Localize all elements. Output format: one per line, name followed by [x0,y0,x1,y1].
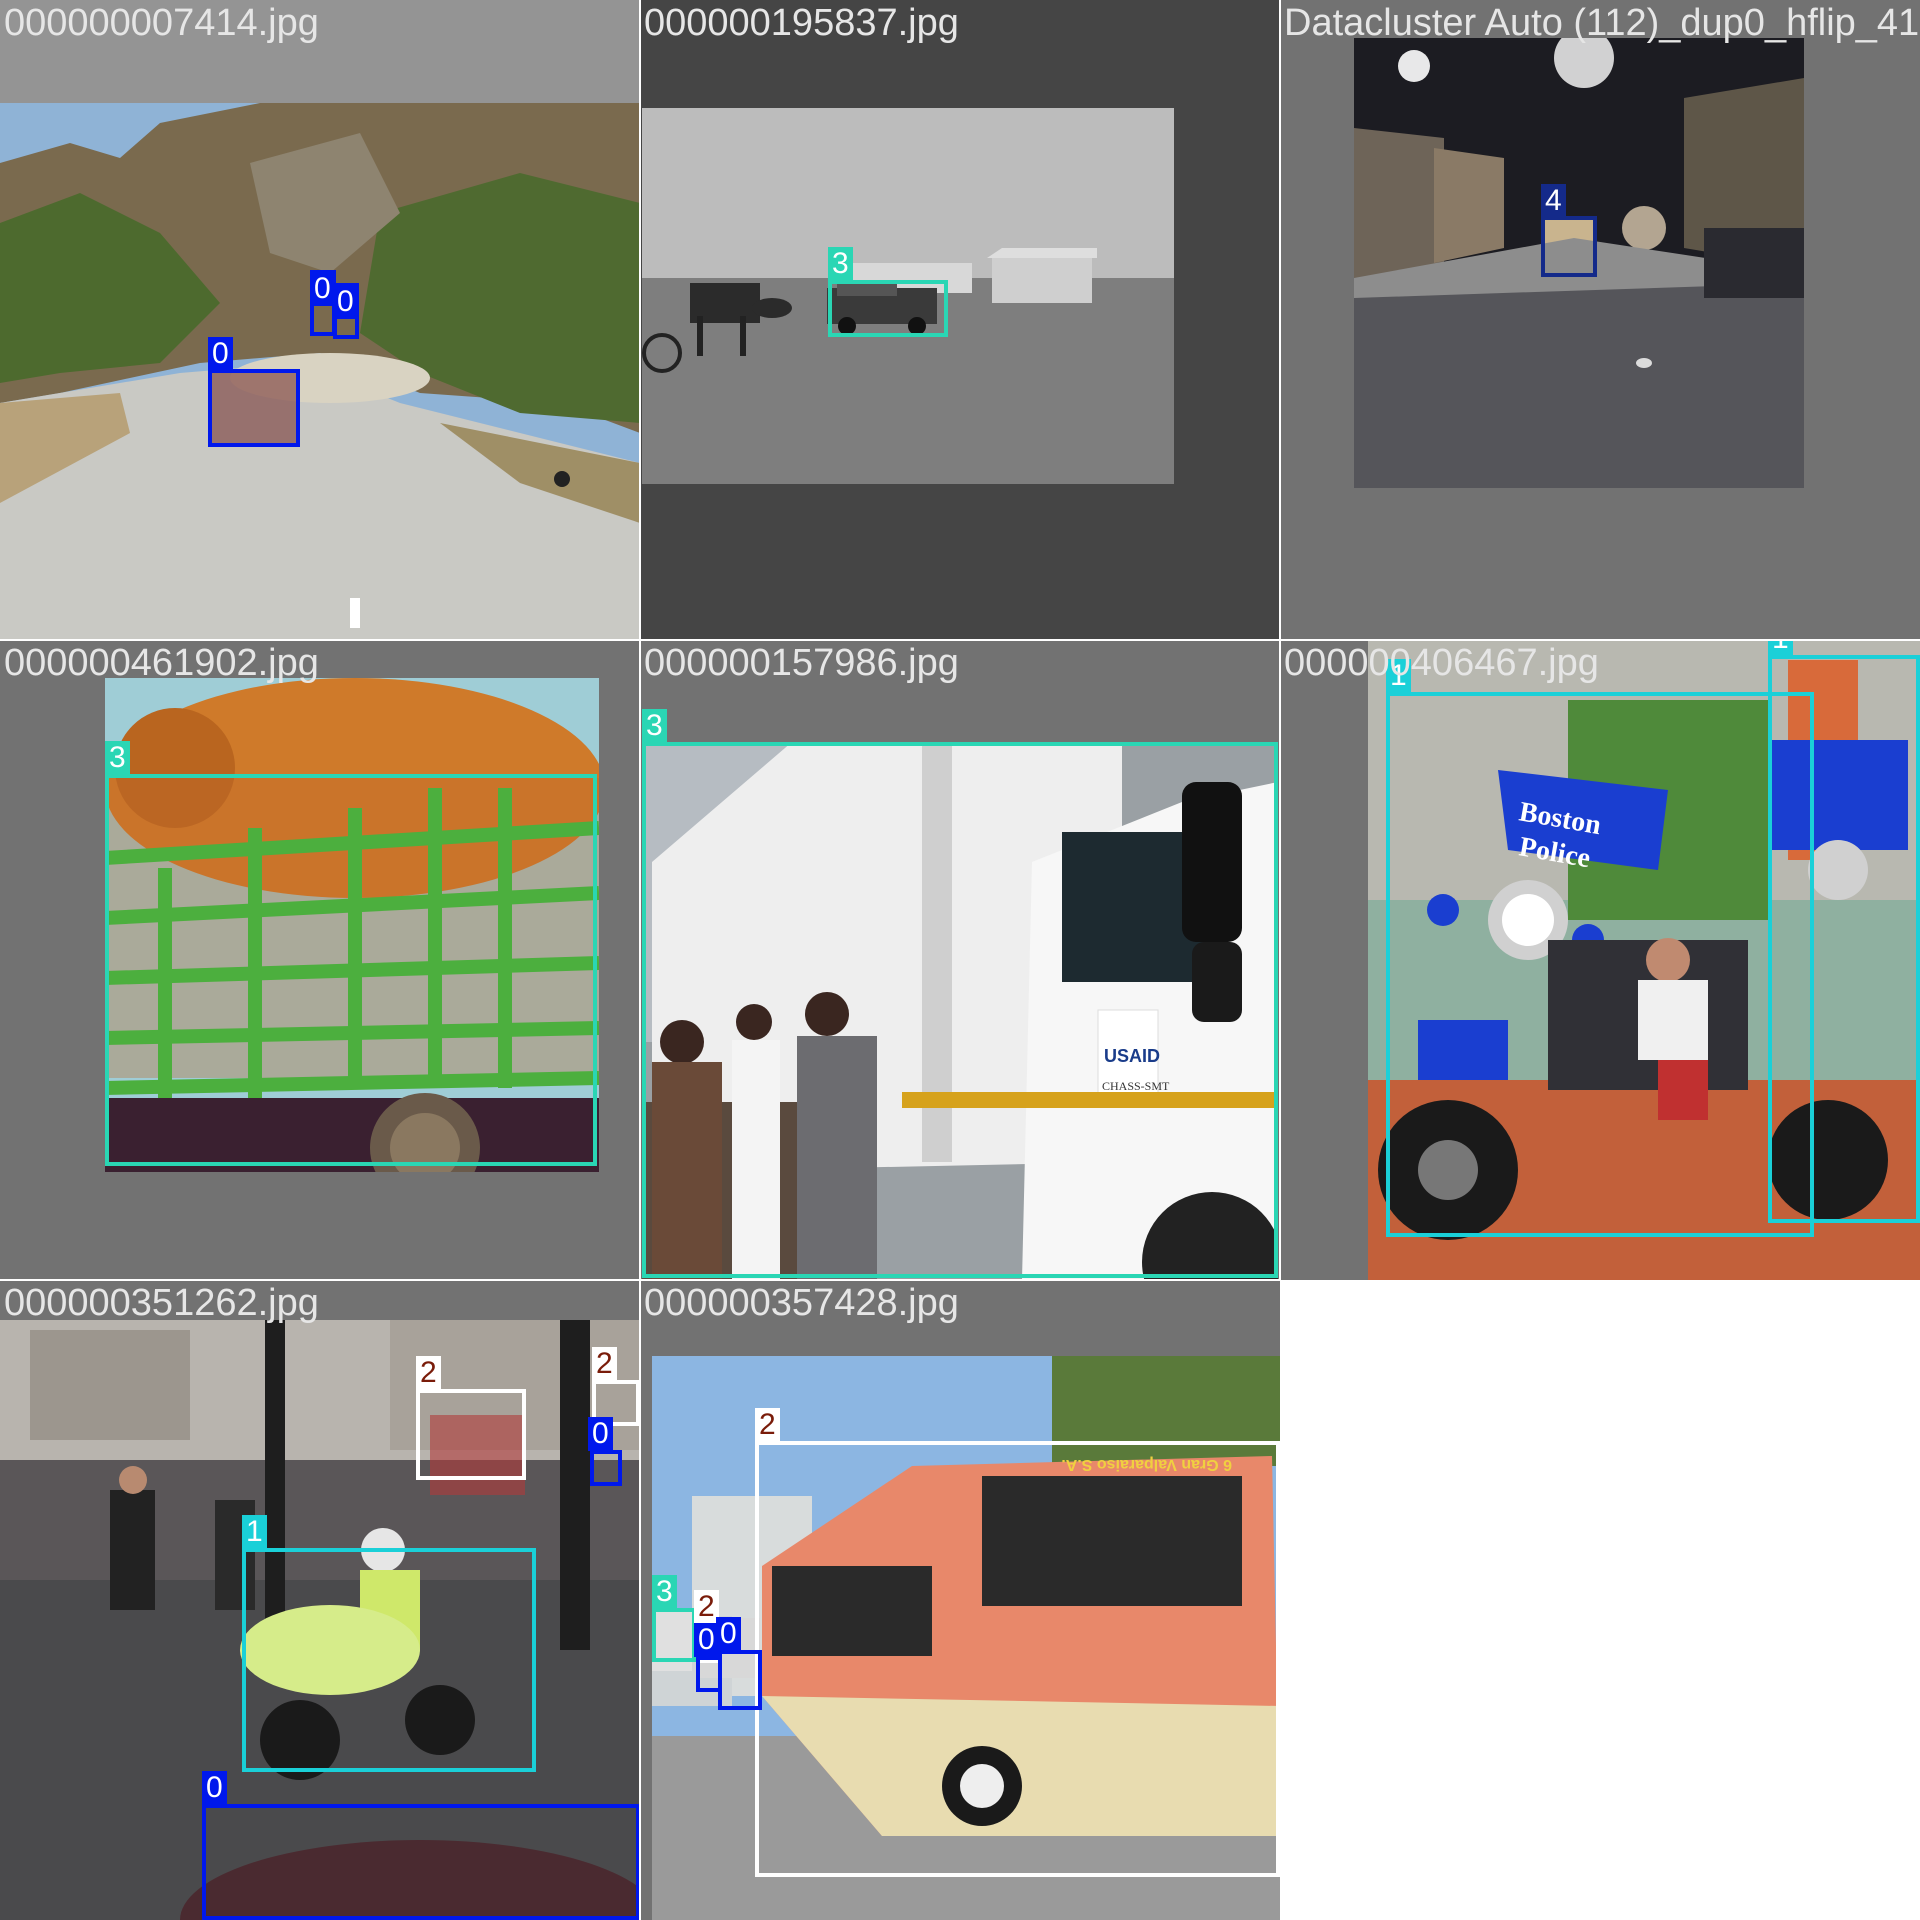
grid-divider [639,0,641,1920]
bbox-label-class-0: 0 [208,337,233,371]
grid-divider [0,639,1920,641]
image-elephant-truck [105,678,599,1172]
tile-000000195837[interactable]: 000000195837.jpg 3 [640,0,1280,640]
tile-000000461902[interactable]: 000000461902.jpg 3 [0,640,640,1280]
bbox-label-class-2: 2 [592,1347,617,1381]
bbox-label-class-2: 2 [694,1590,719,1624]
bbox-label-class-3: 3 [652,1575,677,1609]
bbox-label-class-3: 3 [642,709,667,743]
bbox-label-class-0: 0 [716,1617,741,1651]
bbox-class-2 [592,1380,640,1426]
tile-000000357428[interactable]: 6 Gran Valparaiso S.A. 000000357428.jpg … [640,1280,1280,1920]
bbox-class-0 [202,1804,640,1920]
bbox-class-1 [1386,692,1814,1237]
image-field-horse-jeep [642,108,1174,484]
image-city-street-motorcycle [0,1320,640,1920]
image-usaid-truck: USAID CHASS-SMT [642,742,1278,1280]
bbox-class-2 [416,1389,526,1480]
tile-000000007414[interactable]: 000000007414.jpg 0 0 0 [0,0,640,640]
bbox-label-class-2: 2 [755,1408,780,1442]
bbox-label-class-0: 0 [694,1623,719,1657]
svg-text:CHASS-SMT: CHASS-SMT [1102,1079,1170,1093]
bbox-label-class-0: 0 [333,285,358,319]
tile-filename: 000000351262.jpg [4,1282,319,1324]
bbox-class-4 [1541,216,1597,277]
bbox-label-class-0: 0 [588,1417,613,1451]
grid-divider [0,1279,1280,1281]
tile-filename: 000000406467.jpg [1284,642,1599,684]
bbox-label-class-1: 1 [1768,640,1793,656]
tile-000000351262[interactable]: 000000351262.jpg 2 2 0 1 0 [0,1280,640,1920]
tile-filename: 000000157986.jpg [644,642,959,684]
bbox-class-2 [755,1441,1280,1877]
bbox-label-class-0: 0 [202,1771,227,1805]
bbox-class-1 [242,1548,536,1772]
bbox-label-class-3: 3 [105,741,130,775]
tile-filename: 000000007414.jpg [4,2,319,44]
bbox-label-class-4: 4 [1541,184,1566,218]
bbox-class-0 [718,1650,762,1710]
bbox-class-3 [828,280,948,337]
tile-filename: 000000461902.jpg [4,642,319,684]
bbox-class-1 [1768,655,1920,1223]
bbox-class-3 [652,1608,696,1662]
tile-filename: 000000357428.jpg [644,1282,959,1324]
bbox-label-class-2: 2 [416,1356,441,1390]
bbox-class-3 [642,742,1278,1278]
svg-text:USAID: USAID [1104,1046,1160,1066]
tile-000000406467[interactable]: 000000406467.jpg Boston Police [1280,640,1920,1280]
image-night-street [1354,38,1804,488]
tile-000000157986[interactable]: USAID CHASS-SMT 000000157986.jpg 3 [640,640,1280,1280]
bbox-class-0 [590,1450,622,1486]
bbox-label-class-0: 0 [310,272,335,306]
image-mountain-road [0,103,640,640]
bbox-class-3 [105,774,597,1166]
bbox-label-class-3: 3 [828,247,853,281]
tile-filename: 000000195837.jpg [644,2,959,44]
image-police-motorcycles: Boston Police [1368,640,1920,1280]
svg-text:6 Gran Valparaiso S.A.: 6 Gran Valparaiso S.A. [1061,1456,1232,1473]
bbox-label-class-1: 1 [1386,659,1411,693]
bbox-class-0 [208,369,300,447]
tile-datacluster-auto-112[interactable]: Datacluster Auto (112)_dup0_hflip_41 4 [1280,0,1920,640]
tile-filename: Datacluster Auto (112)_dup0_hflip_41 [1284,2,1920,44]
bbox-label-class-1: 1 [242,1515,267,1549]
